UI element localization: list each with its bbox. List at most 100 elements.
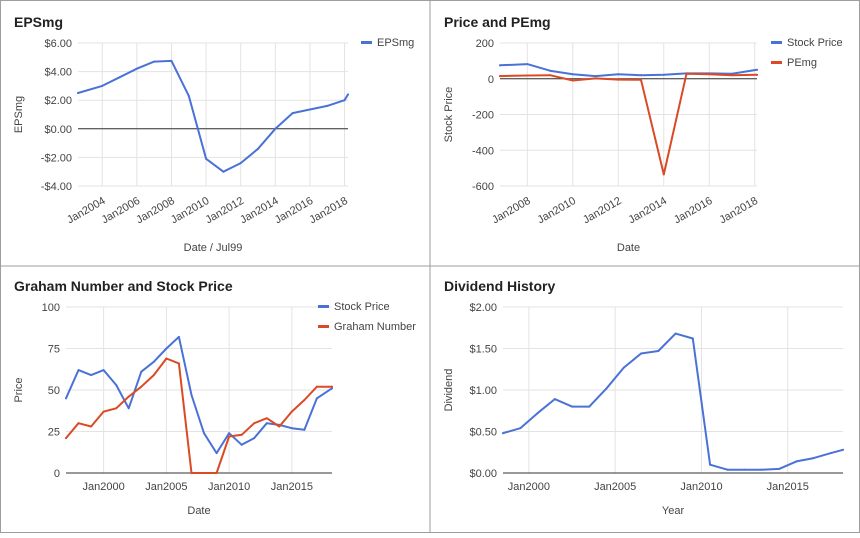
data-point xyxy=(240,433,243,436)
data-point xyxy=(265,422,268,425)
legend-swatch xyxy=(771,61,782,64)
data-point xyxy=(499,64,501,67)
data-point xyxy=(303,428,306,431)
data-point xyxy=(228,432,231,435)
data-point xyxy=(499,75,501,78)
data-point xyxy=(140,385,143,388)
x-tick-label: Jan2018 xyxy=(307,195,350,227)
series-graham-number xyxy=(65,357,333,474)
data-point xyxy=(65,397,67,400)
data-point xyxy=(756,68,758,71)
chart-panel-4: Dividend History $0.00 $0.50 $1.00 $1.50 $2.0… xyxy=(443,278,844,517)
data-point xyxy=(170,59,173,62)
data-point xyxy=(622,366,625,369)
x-tick-label: Jan2012 xyxy=(581,195,624,227)
y-tick-label: 0 xyxy=(488,74,494,86)
data-point xyxy=(315,385,318,388)
data-point xyxy=(743,468,746,471)
data-point xyxy=(326,104,329,107)
data-point xyxy=(90,425,93,428)
series-line xyxy=(77,59,349,173)
y-axis-label: EPSmg xyxy=(13,96,25,133)
data-point xyxy=(594,75,597,78)
y-tick-label: 25 xyxy=(48,427,60,439)
series-line xyxy=(499,72,758,176)
data-point xyxy=(203,472,206,474)
data-point xyxy=(77,92,79,95)
data-point xyxy=(127,407,130,410)
x-tick-label: Jan2000 xyxy=(83,481,125,493)
data-point xyxy=(549,74,552,77)
data-point xyxy=(215,472,218,474)
legend-swatch xyxy=(318,325,329,328)
x-tick-label: Jan2014 xyxy=(238,195,281,227)
data-point xyxy=(778,467,781,470)
legend-label: Graham Number xyxy=(334,321,416,333)
data-point xyxy=(90,374,93,377)
data-point xyxy=(187,94,190,97)
y-tick-label: $6.00 xyxy=(44,38,72,50)
legend-swatch xyxy=(771,41,782,44)
legend-label: Stock Price xyxy=(787,37,843,49)
data-point xyxy=(190,393,193,396)
data-point xyxy=(331,385,333,388)
data-point xyxy=(571,405,574,408)
data-point xyxy=(829,452,832,455)
series-pemg xyxy=(499,72,758,176)
data-point xyxy=(795,460,798,463)
data-point xyxy=(502,432,504,435)
data-point xyxy=(756,73,758,76)
data-point xyxy=(127,395,130,398)
data-point xyxy=(153,60,156,63)
chart-title: Graham Number and Stock Price xyxy=(14,278,233,294)
data-point xyxy=(290,410,293,413)
x-tick-label: Jan2010 xyxy=(169,195,212,227)
data-point xyxy=(730,74,733,77)
data-point xyxy=(102,410,105,413)
data-point xyxy=(257,147,259,150)
x-tick-label: Jan2008 xyxy=(490,195,533,227)
data-point xyxy=(691,337,694,340)
data-point xyxy=(115,407,118,410)
x-axis-label: Date / Jul99 xyxy=(184,242,243,254)
data-point xyxy=(617,78,620,81)
data-point xyxy=(228,435,231,438)
data-point xyxy=(101,84,104,87)
y-tick-label: -$4.00 xyxy=(41,181,72,193)
data-point xyxy=(726,468,729,471)
data-point xyxy=(571,73,574,76)
data-point xyxy=(140,370,143,373)
data-point xyxy=(343,99,346,102)
data-point xyxy=(240,443,243,446)
x-tick-label: Jan2006 xyxy=(100,195,143,227)
chart-title: Price and PEmg xyxy=(444,14,551,30)
data-point xyxy=(152,360,155,363)
x-tick-label: Jan2018 xyxy=(718,195,761,227)
legend-label: Stock Price xyxy=(334,301,390,313)
data-point xyxy=(526,74,529,77)
y-axis-label: Stock Price xyxy=(443,87,455,143)
data-point xyxy=(331,387,333,390)
data-point xyxy=(165,357,168,360)
x-axis-label: Year xyxy=(662,505,685,517)
data-point xyxy=(308,108,311,111)
chart-panel-3: Graham Number and Stock Price 0 25 50 75 100 J… xyxy=(13,278,416,517)
x-tick-label: Jan2005 xyxy=(145,481,187,493)
data-point xyxy=(842,448,844,451)
data-point xyxy=(77,369,80,372)
data-point xyxy=(640,74,643,77)
data-point xyxy=(760,468,763,471)
y-tick-label: 200 xyxy=(476,38,494,50)
data-point xyxy=(290,427,293,430)
y-tick-label: $0.50 xyxy=(469,427,497,439)
series-dividend xyxy=(502,332,844,471)
legend-label: EPSmg xyxy=(377,37,414,49)
data-point xyxy=(195,472,198,474)
data-point xyxy=(347,93,349,96)
data-point xyxy=(205,157,208,160)
data-point xyxy=(588,405,591,408)
chart-title: EPSmg xyxy=(14,14,63,30)
data-point xyxy=(594,77,597,80)
data-point xyxy=(571,79,574,82)
